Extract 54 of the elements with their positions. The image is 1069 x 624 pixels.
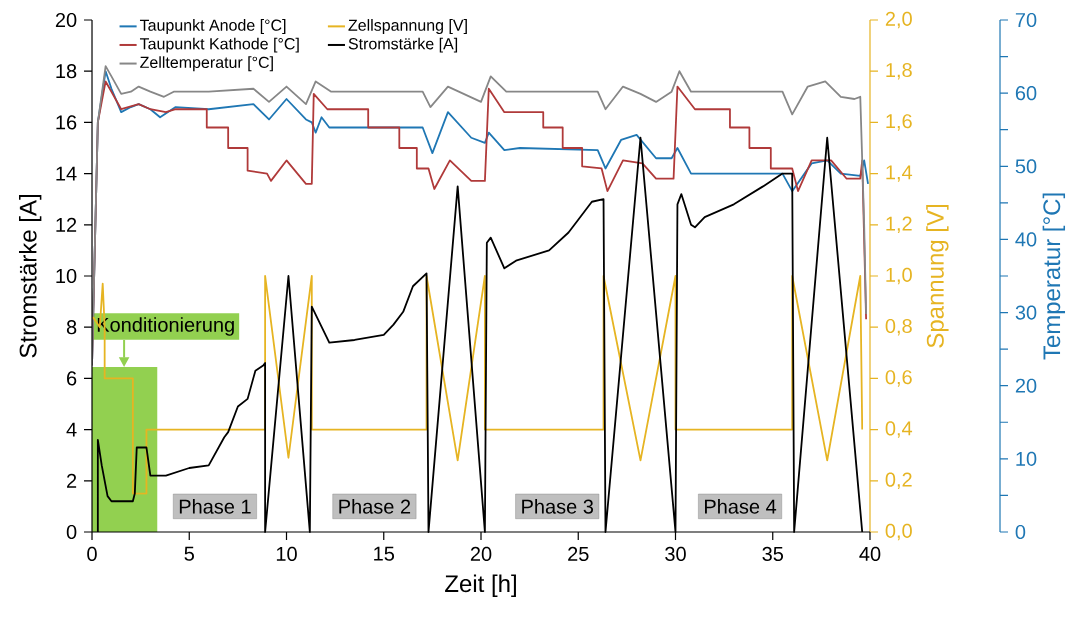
- legend-label: Zelltemperatur [°C]: [140, 56, 273, 72]
- y2-tick-label: 0,0: [885, 523, 912, 541]
- y-tick-label: 8: [66, 320, 77, 335]
- y-tick-label: 2: [67, 473, 77, 488]
- annotation: Phase 1: [179, 499, 251, 514]
- legend-label: Stromstärke [A]: [348, 37, 458, 53]
- y3-tick-label: 20: [1015, 378, 1037, 393]
- y2-tick-label: 0,2: [885, 472, 912, 490]
- y2-tick-label: 1,2: [886, 216, 912, 234]
- y-axis-title: Stromstärke [A]: [18, 195, 42, 358]
- y3-tick-label: 60: [1015, 86, 1037, 101]
- y3-tick-label: 50: [1015, 159, 1037, 174]
- y2-tick-label: 0,8: [885, 318, 912, 336]
- y2-tick-label: 1,8: [886, 62, 912, 80]
- legend-label: Taupunkt Kathode [°C]: [139, 37, 299, 53]
- y-tick-label: 20: [55, 12, 77, 28]
- x-tick-label: 0: [87, 546, 97, 562]
- y-tick-label: 4: [66, 422, 77, 437]
- y3-tick-label: 70: [1015, 12, 1037, 28]
- x-tick-label: 25: [568, 546, 589, 562]
- y3-tick-label: 0: [1015, 524, 1026, 540]
- legend-label: Taupunkt Anode [°C]: [139, 19, 286, 34]
- y2-tick-label: 1,4: [886, 165, 913, 182]
- line-series: [92, 275, 864, 495]
- legend-label: Zellspannung [V]: [348, 19, 467, 34]
- x-tick-label: 35: [762, 546, 784, 562]
- y2-tick-label: 2,0: [885, 11, 912, 29]
- x-tick-label: 20: [470, 546, 492, 562]
- x-tick-label: 10: [276, 546, 297, 562]
- x-tick-label: 15: [374, 546, 395, 561]
- x-tick-label: 40: [859, 546, 881, 562]
- y-tick-label: 16: [56, 115, 77, 130]
- band-label: Konditionierung: [97, 317, 234, 336]
- annotation: Phase 2: [339, 499, 411, 514]
- y3-tick-label: 40: [1015, 232, 1037, 247]
- y-tick-label: 18: [56, 64, 77, 79]
- y2-tick-label: 0,4: [885, 421, 913, 438]
- y-tick-label: 12: [56, 217, 77, 232]
- y-tick-label: 6: [67, 371, 77, 386]
- annotation: Phase 4: [705, 499, 777, 514]
- y-tick-label: 0: [66, 524, 77, 540]
- x-axis-title: Zeit [h]: [445, 574, 516, 597]
- x-tick-label: 5: [184, 546, 194, 561]
- annotation: Phase 3: [522, 499, 594, 514]
- y2-tick-label: 1,6: [886, 114, 912, 131]
- y3-axis-title: Temperatur [°C]: [1042, 193, 1066, 360]
- y2-tick-label: 0,6: [885, 370, 912, 387]
- y3-tick-label: 10: [1016, 451, 1037, 466]
- y2-axis-title: Spannung [V]: [926, 205, 949, 348]
- y-tick-label: 10: [56, 268, 77, 284]
- y3-tick-label: 30: [1015, 305, 1037, 320]
- y2-tick-label: 1,0: [886, 267, 912, 285]
- x-tick-label: 30: [665, 546, 686, 562]
- y-tick-label: 14: [56, 166, 77, 181]
